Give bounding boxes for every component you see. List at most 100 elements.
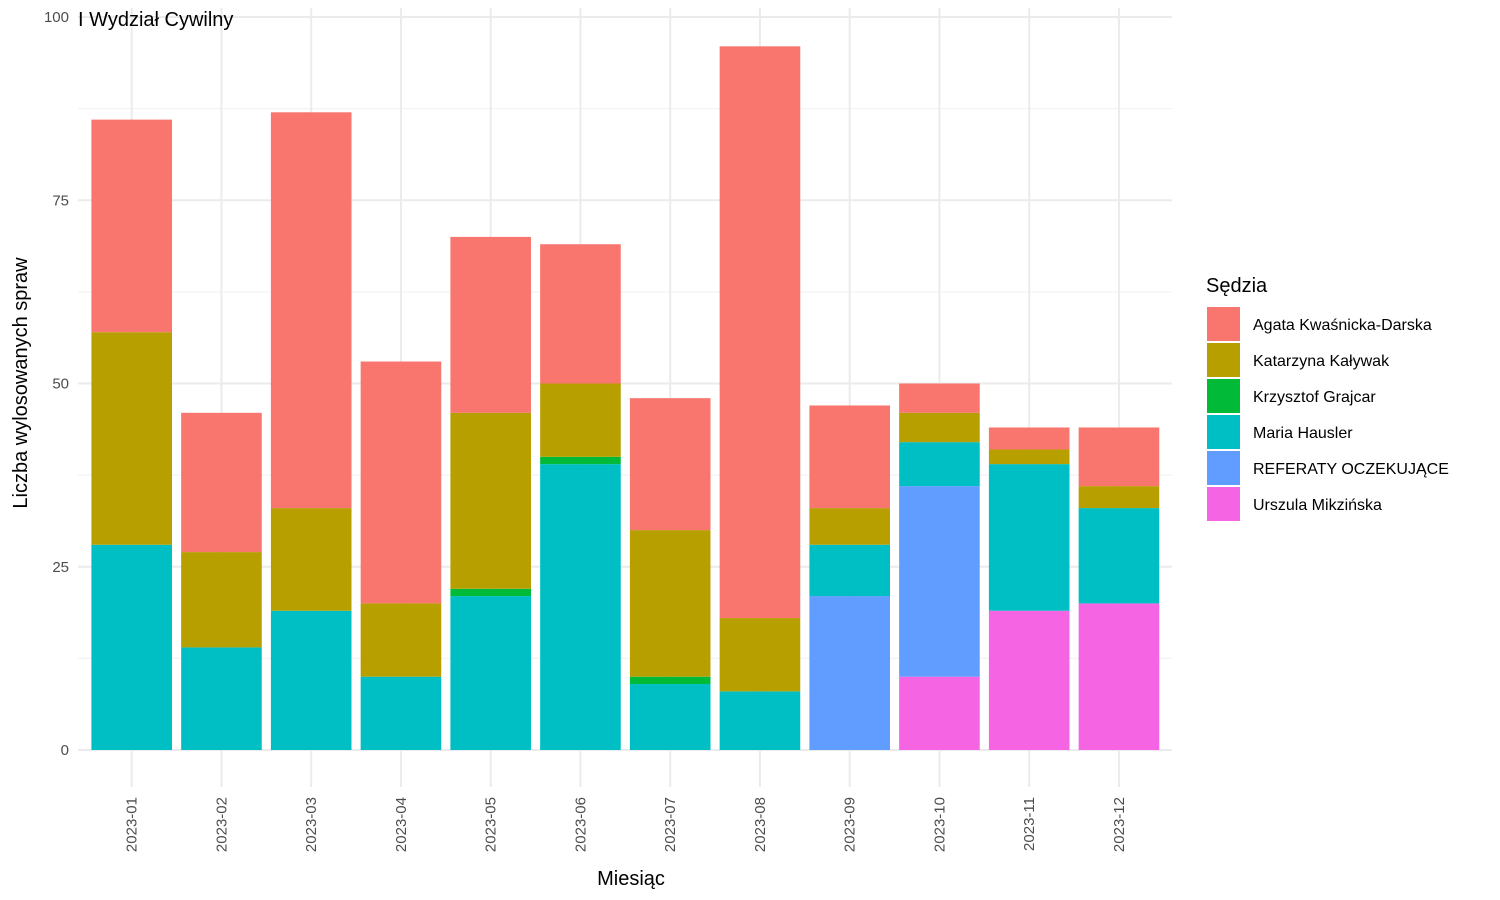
bar-segment (719, 618, 801, 692)
y-tick-label: 75 (52, 192, 69, 209)
y-tick-label: 0 (61, 742, 69, 759)
legend-swatch (1207, 307, 1240, 341)
x-tick-label: 2023-10 (931, 797, 948, 852)
bar-segment (540, 383, 621, 457)
chart-title: I Wydział Cywilny (78, 9, 233, 31)
bar-segment (899, 676, 980, 750)
bar-segment (450, 236, 531, 413)
bar-segment (540, 456, 621, 465)
bar-segment (988, 610, 1070, 750)
bar-segment (809, 544, 890, 597)
x-axis-title: Miesiąc (597, 868, 665, 890)
bar-segment (270, 112, 352, 509)
bar-segment (629, 530, 711, 677)
bar-segment (809, 596, 890, 750)
x-tick-label: 2023-05 (483, 797, 500, 852)
bar-segment (91, 544, 172, 750)
bar-segment (629, 676, 711, 685)
legend-label: Katarzyna Kaływak (1253, 353, 1390, 370)
x-tick-label: 2023-07 (662, 797, 679, 852)
y-tick-label: 25 (52, 559, 69, 576)
bar-stack-2023-05 (450, 236, 531, 750)
bar-stack-2023-09 (809, 405, 890, 750)
bar-stack-2023-07 (629, 398, 711, 750)
bar-segment (1078, 508, 1160, 604)
bar-segment (988, 427, 1070, 450)
bar-stack-2023-03 (270, 112, 352, 750)
legend-title: Sędzia (1206, 275, 1268, 297)
bar-segment (988, 464, 1070, 611)
bar-segment (181, 647, 262, 750)
bar-segment (899, 442, 980, 487)
bar-stack-2023-08 (719, 46, 801, 750)
x-axis-ticks: 2023-01 2023-02 2023-03 2023-04 2023-05 2023-… (124, 797, 1128, 852)
legend-swatch (1207, 451, 1240, 485)
bar-stack-2023-01 (91, 119, 172, 750)
legend-swatch (1207, 379, 1240, 413)
bar-stack-2023-12 (1078, 427, 1160, 750)
bar-stack-2023-11 (988, 427, 1070, 750)
bar-segment (899, 486, 980, 677)
bar-segment (1078, 486, 1160, 509)
bar-segment (540, 464, 621, 750)
bar-segment (1078, 603, 1160, 750)
x-tick-label: 2023-03 (303, 797, 320, 852)
x-tick-label: 2023-09 (842, 797, 859, 852)
bar-segment (270, 508, 352, 611)
legend-label: Agata Kwaśnicka-Darska (1253, 317, 1432, 334)
x-tick-label: 2023-11 (1021, 797, 1038, 851)
y-axis-title: Liczba wylosowanych spraw (10, 257, 32, 509)
bar-segment (360, 603, 442, 677)
bar-segment (719, 46, 801, 619)
bar-segment (270, 610, 352, 750)
x-tick-label: 2023-08 (752, 797, 769, 852)
bar-segment (450, 596, 531, 750)
y-tick-label: 100 (44, 9, 69, 26)
x-tick-label: 2023-01 (124, 797, 141, 852)
bar-segment (899, 412, 980, 443)
bar-stack-2023-04 (360, 361, 442, 750)
legend-item: Katarzyna Kaływak (1207, 343, 1390, 377)
legend-label: Krzysztof Grajcar (1253, 389, 1376, 406)
legend-label: Urszula Mikzińska (1253, 497, 1382, 514)
legend-label: Maria Hausler (1253, 425, 1353, 442)
x-tick-label: 2023-02 (213, 797, 230, 852)
bar-segment (809, 508, 890, 545)
bar-segment (629, 684, 711, 750)
legend-label: REFERATY OCZEKUJĄCE (1253, 461, 1449, 478)
bar-segment (629, 398, 711, 531)
bar-stack-2023-06 (540, 244, 621, 750)
x-tick-label: 2023-12 (1111, 797, 1128, 852)
bar-segment (360, 676, 442, 750)
bar-segment (91, 119, 172, 333)
bars (91, 46, 1160, 750)
legend-swatch (1207, 343, 1240, 377)
bar-segment (540, 244, 621, 384)
x-tick-label: 2023-04 (393, 797, 410, 852)
bar-segment (360, 361, 442, 604)
bar-segment (181, 412, 262, 553)
bar-stack-2023-02 (181, 412, 262, 750)
legend-swatch (1207, 487, 1240, 521)
bar-segment (91, 332, 172, 545)
bar-stack-2023-10 (899, 383, 980, 750)
bar-segment (988, 449, 1070, 465)
legend-swatch (1207, 415, 1240, 449)
legend-item: REFERATY OCZEKUJĄCE (1207, 451, 1449, 485)
x-tick-label: 2023-06 (572, 797, 589, 852)
bar-segment (719, 691, 801, 750)
bar-segment (181, 552, 262, 648)
legend-item: Agata Kwaśnicka-Darska (1207, 307, 1432, 341)
legend: Sędzia Agata Kwaśnicka-Darska Katarzyna K… (1206, 275, 1449, 521)
bar-segment (450, 588, 531, 597)
legend-item: Urszula Mikzińska (1207, 487, 1382, 521)
bar-segment (899, 383, 980, 413)
legend-item: Krzysztof Grajcar (1207, 379, 1376, 413)
y-tick-label: 50 (52, 376, 69, 393)
legend-item: Maria Hausler (1207, 415, 1353, 449)
bar-segment (809, 405, 890, 509)
bar-segment (1078, 427, 1160, 487)
bar-segment (450, 412, 531, 589)
y-axis-ticks: 0 25 50 75 100 (44, 9, 69, 759)
